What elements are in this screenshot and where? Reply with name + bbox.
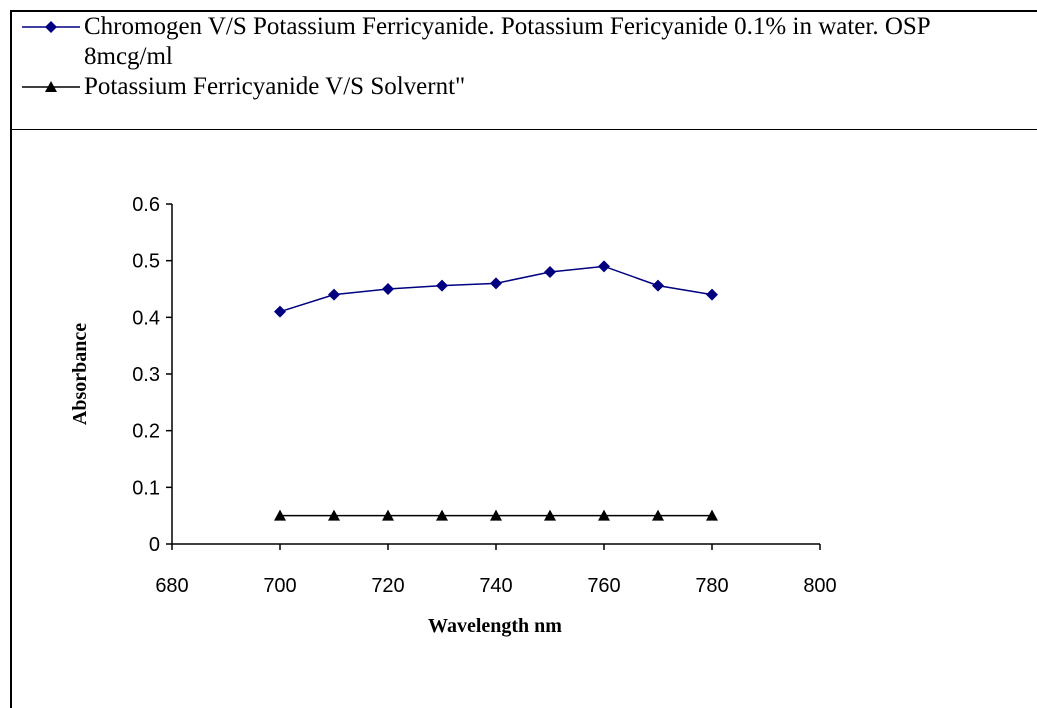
x-tick-label: 680	[155, 575, 188, 597]
marker	[598, 509, 610, 521]
y-tick-label: 0	[149, 534, 160, 556]
legend-label: Chromogen V/S Potassium Ferricyanide. Po…	[84, 13, 930, 70]
y-tick-label: 0.4	[132, 307, 160, 329]
marker	[490, 277, 502, 290]
x-tick-label: 760	[587, 575, 620, 597]
y-tick-label: 0.5	[132, 251, 160, 273]
x-tick-label: 780	[695, 575, 728, 597]
marker	[544, 266, 556, 278]
x-tick-label: 800	[803, 575, 836, 597]
marker	[274, 509, 286, 521]
marker	[652, 279, 664, 292]
marker	[436, 279, 448, 292]
marker	[436, 509, 448, 521]
legend-label: Potassium Ferricyanide V/S Solvernt"	[84, 73, 466, 100]
legend-entry: Potassium Ferricyanide V/S Solvernt"	[12, 72, 1037, 102]
marker	[652, 509, 664, 521]
marker	[382, 283, 394, 295]
legend-swatch	[22, 81, 80, 92]
marker	[45, 21, 57, 33]
x-tick-label: 700	[263, 575, 296, 597]
marker	[382, 509, 394, 521]
marker	[598, 260, 610, 273]
marker	[328, 509, 340, 521]
marker	[706, 509, 718, 521]
y-tick-label: 0.1	[132, 477, 160, 499]
legend-swatch	[22, 21, 80, 33]
frame	[10, 10, 1037, 708]
marker	[490, 509, 502, 521]
marker	[706, 288, 718, 301]
marker	[544, 509, 556, 521]
legend: Chromogen V/S Potassium Ferricyanide. Po…	[12, 12, 1037, 130]
y-axis-label: Absorbance	[69, 323, 91, 425]
marker	[328, 288, 340, 301]
y-tick-label: 0.3	[132, 364, 160, 386]
x-axis-label: Wavelength nm	[428, 615, 562, 637]
x-tick-label: 720	[371, 575, 404, 597]
legend-entry: Chromogen V/S Potassium Ferricyanide. Po…	[12, 12, 1037, 72]
y-tick-label: 0.2	[132, 421, 160, 443]
marker	[45, 81, 57, 92]
marker	[274, 305, 286, 318]
x-tick-label: 740	[479, 575, 512, 597]
y-tick-label: 0.6	[132, 194, 160, 216]
